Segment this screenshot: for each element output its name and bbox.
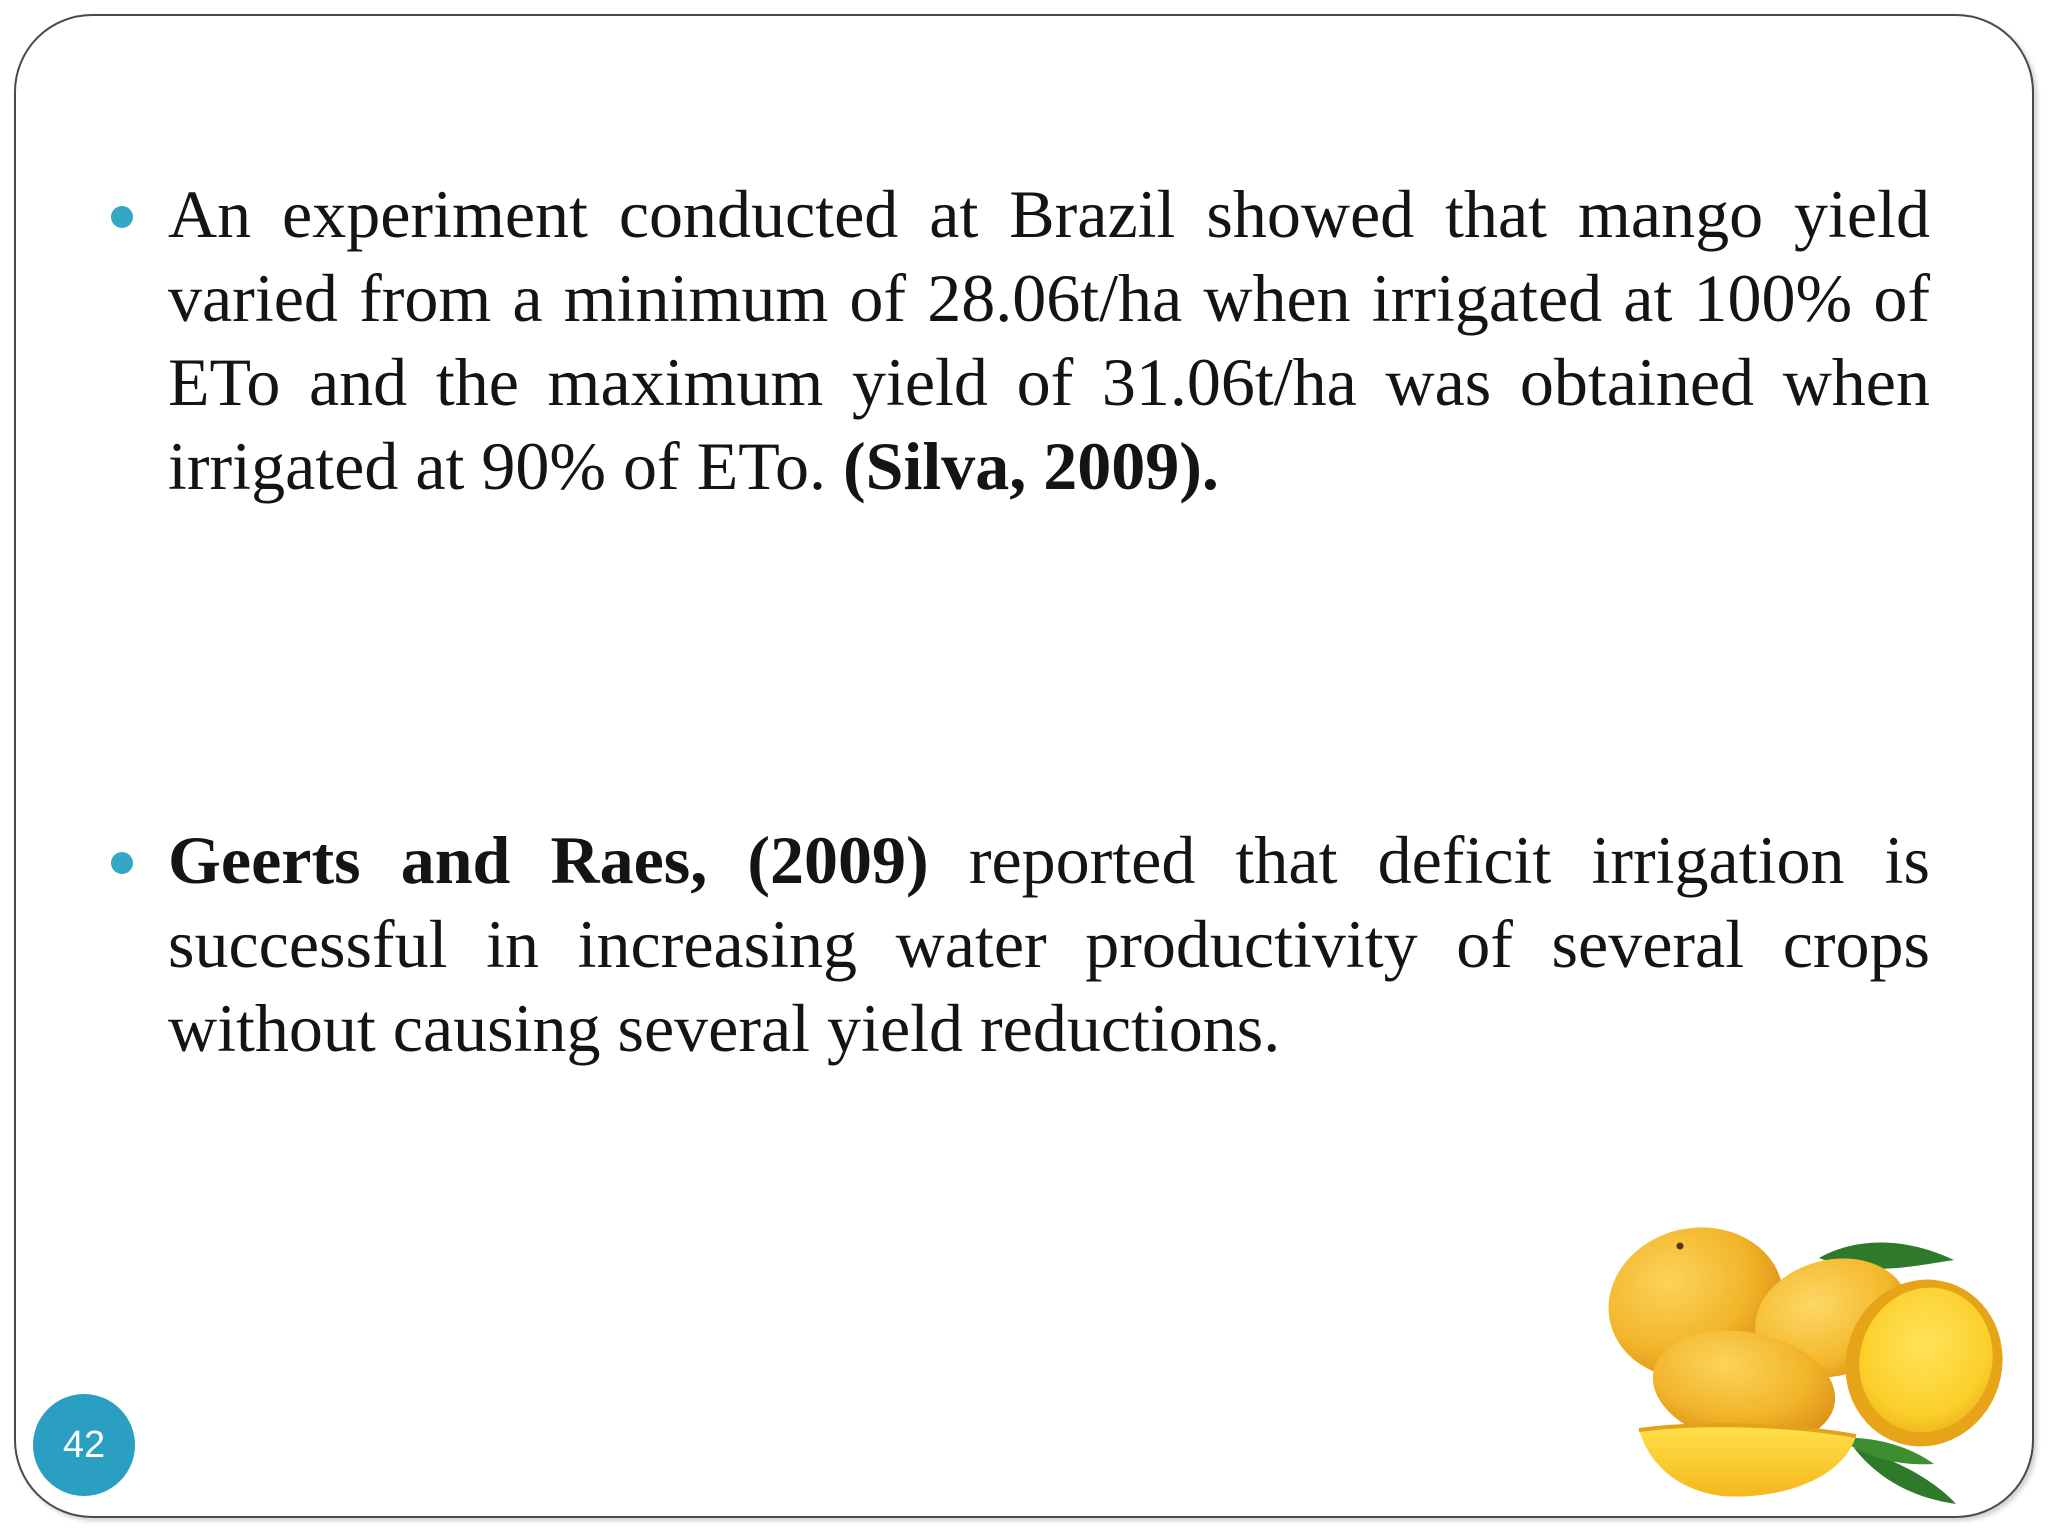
bullet-text: reported that deficit irrigation is succ… bbox=[168, 822, 1930, 1066]
mango-leaf bbox=[1839, 1437, 1934, 1465]
mango-whole bbox=[1652, 1330, 1836, 1446]
mango-fruits-icon bbox=[1608, 1227, 2003, 1504]
mango-leaf bbox=[1854, 1448, 1956, 1504]
bullet-citation: (Silva, 2009). bbox=[843, 428, 1219, 504]
bullet-item-silva: An experiment conducted at Brazil showed… bbox=[168, 172, 1930, 508]
bullet-item-geerts-raes: Geerts and Raes, (2009) reported that de… bbox=[168, 818, 1930, 1070]
mango-slice bbox=[1639, 1425, 1856, 1497]
bullet-dot bbox=[111, 852, 133, 874]
page-number-badge: 42 bbox=[33, 1394, 135, 1496]
bullet-citation: Geerts and Raes, (2009) bbox=[168, 822, 929, 898]
bullet-dot bbox=[111, 206, 133, 228]
bullet-text: An experiment conducted at Brazil showed… bbox=[168, 176, 1930, 504]
